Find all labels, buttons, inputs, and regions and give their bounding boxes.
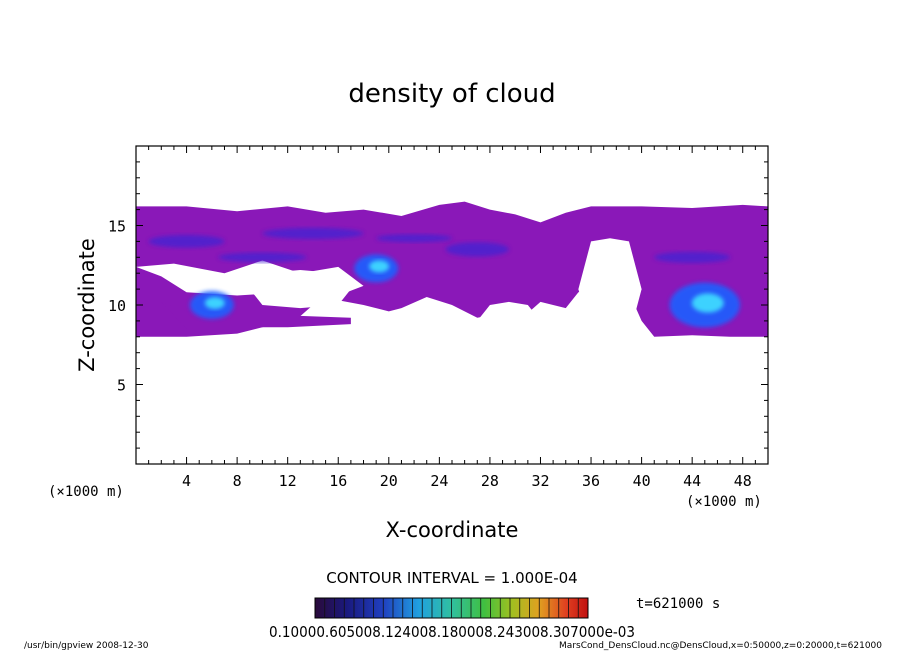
dense-core [691,293,724,313]
lower-cloud-strip [161,301,351,329]
time-label: t=621000 s [636,596,720,612]
x-tick-label: 40 [633,472,651,490]
dense-core [204,297,225,309]
clear-gap [136,260,364,296]
mid-density-streak [445,242,509,257]
x-tick-label: 20 [380,472,398,490]
y-tick-label: 10 [108,297,126,315]
y-axis-title: Z-coordinate [75,238,99,372]
x-tick-label: 4 [182,472,191,490]
x-tick-label: 32 [531,472,549,490]
cloud-band [136,201,768,337]
x-axis: 4 8 12 16 20 24 28 32 36 40 44 48 [135,146,769,490]
x-tick-label: 48 [734,472,752,490]
x-tick-label: 44 [683,472,701,490]
y-axis: 5 10 15 [108,145,768,465]
mid-density-streak [218,252,307,263]
contour-interval-label: CONTOUR INTERVAL = 1.000E-04 [326,569,577,587]
colorbar-ticks [324,598,579,618]
mid-density-streak [262,227,364,240]
x-unit-label-left: (×1000 m) [48,484,124,500]
colorbar-labels: 0.10000.605008.124008.180008.243008.3070… [269,623,635,641]
y-tick-label: 5 [117,377,126,395]
x-tick-label: 36 [582,472,600,490]
footer-right: MarsCond_DensCloud.nc@DensCloud,x=0:5000… [559,641,882,651]
y-tick-label: 15 [108,218,126,236]
x-axis-title: X-coordinate [386,518,519,542]
mid-density-streak [654,251,731,263]
x-unit-label-right: (×1000 m) [686,494,762,510]
chart-title: density of cloud [348,79,555,109]
mid-density-streak [376,234,452,243]
dense-core [369,260,390,273]
x-tick-label: 12 [279,472,297,490]
x-tick-label: 24 [430,472,448,490]
cloud-density-field [136,201,768,340]
x-tick-label: 16 [329,472,347,490]
footer-left: /usr/bin/gpview 2008-12-30 [24,641,149,651]
mid-density-streak [148,235,225,248]
clear-gap [477,301,541,340]
x-tick-label: 28 [481,472,499,490]
x-tick-label: 8 [233,472,242,490]
clear-gap [578,238,642,340]
